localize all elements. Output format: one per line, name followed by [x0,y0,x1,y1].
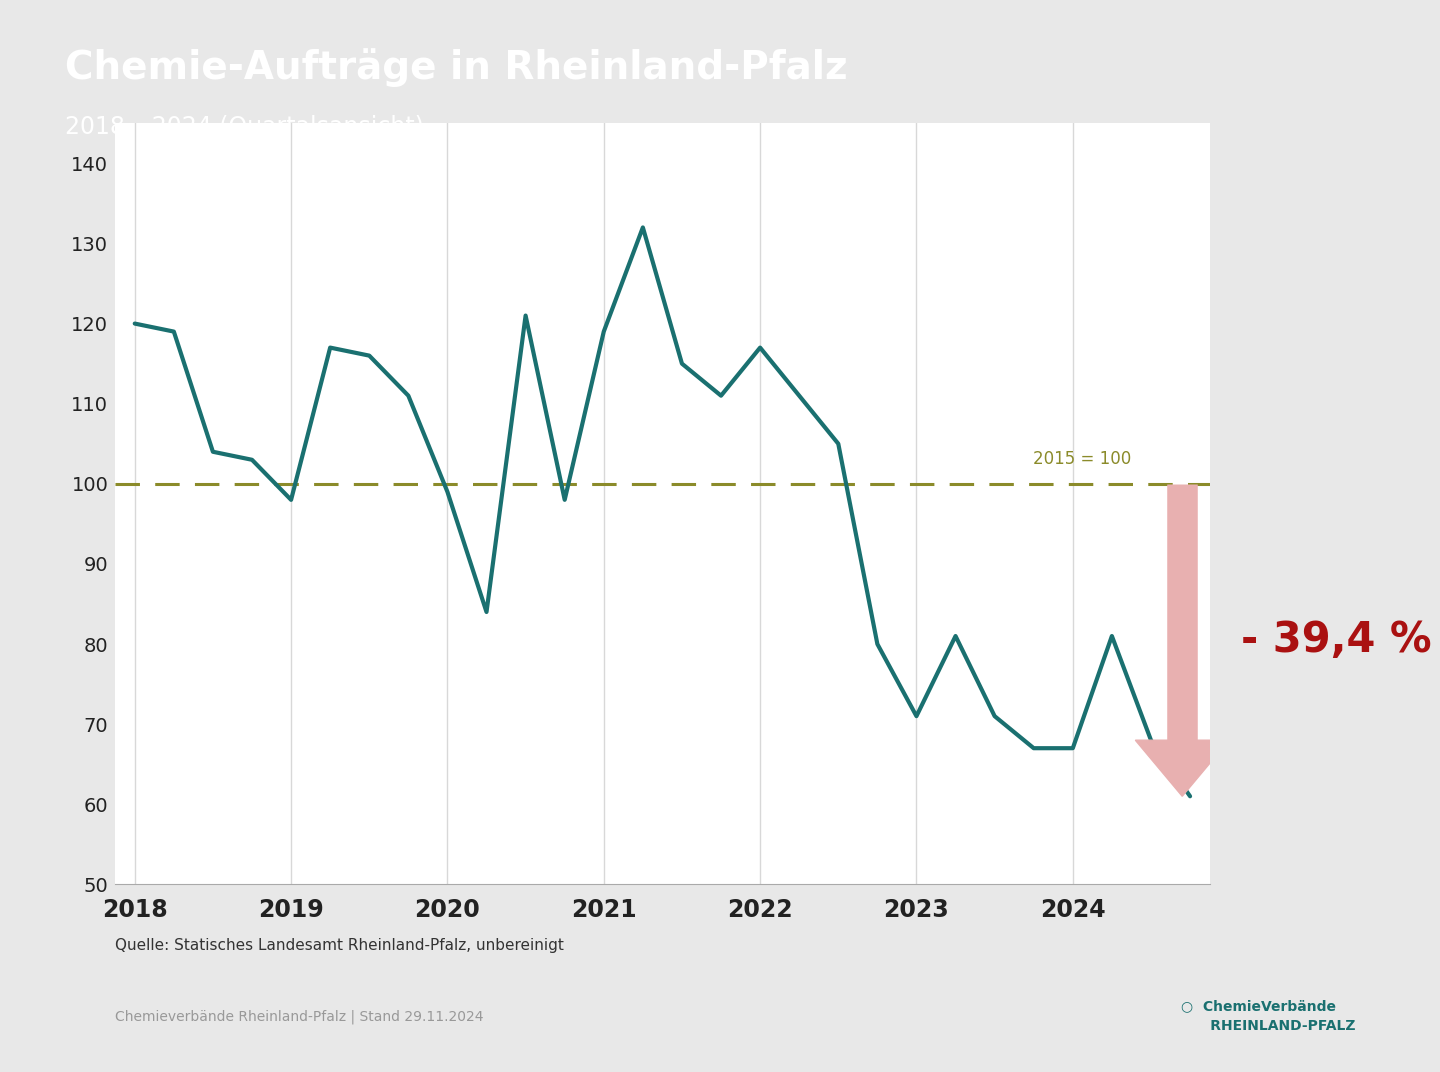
Text: 2015 = 100: 2015 = 100 [1032,450,1132,467]
Text: Chemieverbände Rheinland-Pfalz | Stand 29.11.2024: Chemieverbände Rheinland-Pfalz | Stand 2… [115,1009,484,1024]
Text: 2018 – 2024 (Quartalsansicht): 2018 – 2024 (Quartalsansicht) [65,115,423,138]
Text: ○  ChemieVerbände
      RHEINLAND-PFALZ: ○ ChemieVerbände RHEINLAND-PFALZ [1181,999,1355,1033]
Text: - 39,4 %: - 39,4 % [1241,619,1431,661]
Text: Chemie-Aufträge in Rheinland-Pfalz: Chemie-Aufträge in Rheinland-Pfalz [65,47,847,87]
Polygon shape [1135,740,1230,796]
Text: Quelle: Statisches Landesamt Rheinland-Pfalz, unbereinigt: Quelle: Statisches Landesamt Rheinland-P… [115,938,564,953]
